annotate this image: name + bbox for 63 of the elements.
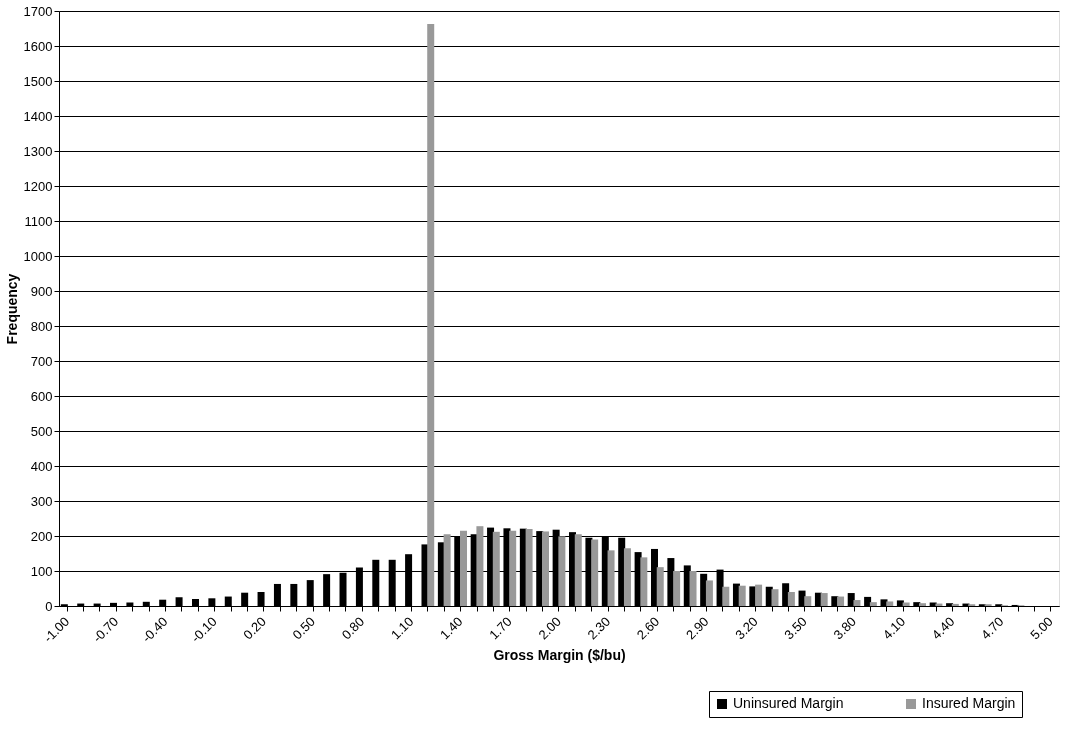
x-tick-label: 4.10 <box>879 613 909 643</box>
bar <box>886 601 894 606</box>
legend-label: Insured Margin <box>922 695 1016 711</box>
y-tick-label: 700 <box>30 353 53 369</box>
bar <box>738 585 746 606</box>
bar <box>623 548 631 606</box>
y-tick-label: 1500 <box>23 73 53 89</box>
x-tick-label: 3.20 <box>732 613 761 643</box>
y-tick-label: 300 <box>30 493 53 509</box>
y-tick-label: 600 <box>30 388 53 404</box>
y-tick-label: 1000 <box>23 248 53 264</box>
bar <box>509 530 517 606</box>
bar <box>640 557 648 606</box>
x-tick-label: 0.80 <box>338 613 368 643</box>
bar <box>525 529 533 606</box>
bar <box>607 550 615 606</box>
bar <box>476 526 484 606</box>
bar <box>837 596 845 606</box>
bar <box>804 596 812 606</box>
bar <box>558 536 566 606</box>
y-tick-label: 1200 <box>23 178 53 194</box>
x-tick-label: 4.40 <box>928 613 958 643</box>
y-tick-label: 1600 <box>23 38 53 54</box>
bar <box>755 584 763 606</box>
bar <box>919 603 927 606</box>
bar <box>673 571 681 606</box>
bar <box>869 602 877 606</box>
bar <box>787 592 795 606</box>
y-tick-label: 100 <box>30 563 53 579</box>
bar <box>541 531 549 606</box>
y-tick-label: 500 <box>30 423 53 439</box>
bar <box>705 580 713 606</box>
y-tick-label: 900 <box>30 283 53 299</box>
bar <box>722 586 730 606</box>
y-tick-label: 0 <box>45 598 53 614</box>
bar <box>574 534 582 606</box>
y-tick-label: 1300 <box>23 143 53 159</box>
bar <box>656 567 664 606</box>
x-tick-label: 0.20 <box>240 613 269 643</box>
bar <box>820 593 828 606</box>
bar <box>427 23 435 606</box>
x-tick-label: 0.50 <box>289 613 319 643</box>
y-tick-label: 1100 <box>24 213 53 229</box>
bar <box>460 530 468 606</box>
y-tick-label: 400 <box>30 458 53 474</box>
bar <box>492 531 500 606</box>
x-tick-label: 3.80 <box>830 613 860 643</box>
bar <box>771 589 779 606</box>
x-axis-title: Gross Margin ($/bu) <box>493 647 626 664</box>
x-tick-label: 4.70 <box>978 613 1007 643</box>
y-tick-label: 1700 <box>23 3 53 19</box>
bar <box>591 539 599 606</box>
y-tick-label: 1400 <box>23 108 53 124</box>
bar <box>689 571 697 606</box>
x-tick-label: 5.00 <box>1027 613 1056 643</box>
y-axis-title: Frequency <box>3 273 20 345</box>
x-tick-label: 3.50 <box>781 613 810 643</box>
bar <box>951 603 959 606</box>
y-tick-label: 200 <box>30 528 53 544</box>
bar <box>443 534 451 606</box>
bar <box>853 600 861 606</box>
y-tick-label: 800 <box>30 318 53 334</box>
legend-label: Uninsured Margin <box>733 695 844 711</box>
